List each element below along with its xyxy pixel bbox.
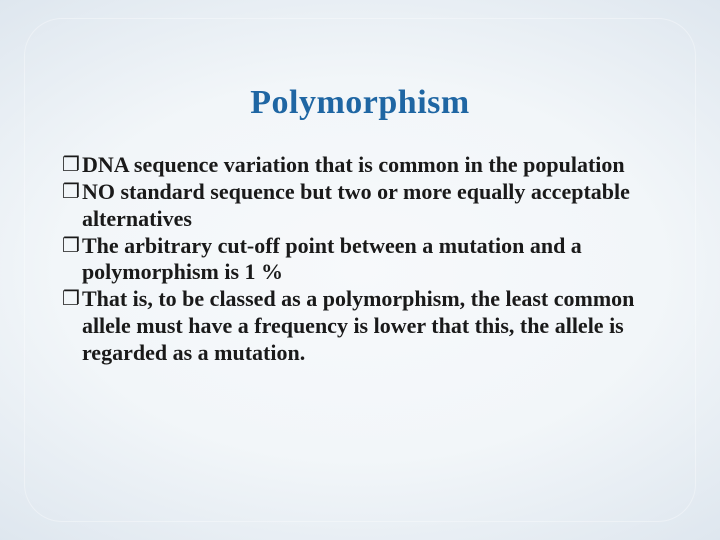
slide: Polymorphism ❐ DNA sequence variation th… [0,0,720,540]
slide-title: Polymorphism [0,84,720,122]
list-item: ❐ NO standard sequence but two or more e… [62,179,658,233]
bullet-text: The arbitrary cut-off point between a mu… [82,233,658,287]
bullet-icon: ❐ [62,152,80,179]
bullet-text: DNA sequence variation that is common in… [82,152,658,179]
list-item: ❐ The arbitrary cut-off point between a … [62,233,658,287]
bullet-icon: ❐ [62,179,80,206]
bullet-icon: ❐ [62,233,80,260]
bullet-icon: ❐ [62,286,80,313]
list-item: ❐ That is, to be classed as a polymorphi… [62,286,658,366]
bullet-text: NO standard sequence but two or more equ… [82,179,658,233]
bullet-text: That is, to be classed as a polymorphism… [82,286,658,366]
slide-body: ❐ DNA sequence variation that is common … [62,152,658,367]
list-item: ❐ DNA sequence variation that is common … [62,152,658,179]
